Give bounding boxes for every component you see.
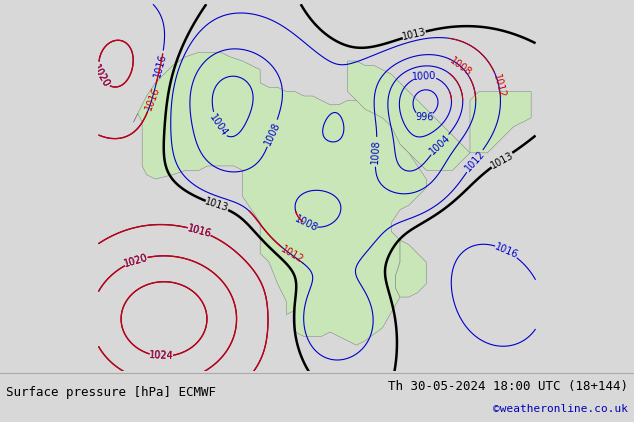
Text: 1016: 1016 — [143, 85, 161, 111]
Text: 1008: 1008 — [370, 139, 382, 164]
Polygon shape — [470, 92, 531, 153]
Text: 1020: 1020 — [123, 252, 149, 269]
Text: 1013: 1013 — [489, 150, 515, 170]
Text: 1016: 1016 — [186, 223, 212, 239]
Text: 1016: 1016 — [186, 223, 212, 239]
Text: 1000: 1000 — [412, 71, 437, 82]
Text: 1012: 1012 — [463, 149, 487, 173]
Text: 1012: 1012 — [491, 73, 507, 100]
Text: 1024: 1024 — [149, 351, 174, 362]
Text: 1008: 1008 — [262, 120, 282, 146]
Text: 1016: 1016 — [153, 52, 169, 78]
Polygon shape — [396, 240, 426, 297]
Text: 1008: 1008 — [448, 55, 474, 78]
Text: 1020: 1020 — [91, 63, 112, 89]
Text: 1020: 1020 — [91, 63, 112, 89]
Text: 1012: 1012 — [279, 245, 305, 266]
Text: ©weatheronline.co.uk: ©weatheronline.co.uk — [493, 404, 628, 414]
Text: 1024: 1024 — [149, 351, 174, 362]
Text: 1004: 1004 — [207, 113, 230, 138]
Text: 1008: 1008 — [293, 214, 319, 234]
Text: 1016: 1016 — [493, 241, 519, 260]
Polygon shape — [347, 61, 470, 170]
Text: 1004: 1004 — [427, 133, 452, 157]
Text: 1013: 1013 — [204, 197, 230, 214]
Text: 1020: 1020 — [123, 252, 149, 269]
Text: 996: 996 — [415, 112, 434, 122]
Text: Surface pressure [hPa] ECMWF: Surface pressure [hPa] ECMWF — [6, 386, 216, 399]
Polygon shape — [133, 52, 426, 345]
Text: Th 30-05-2024 18:00 UTC (18+144): Th 30-05-2024 18:00 UTC (18+144) — [387, 380, 628, 392]
Text: 1013: 1013 — [401, 27, 427, 42]
